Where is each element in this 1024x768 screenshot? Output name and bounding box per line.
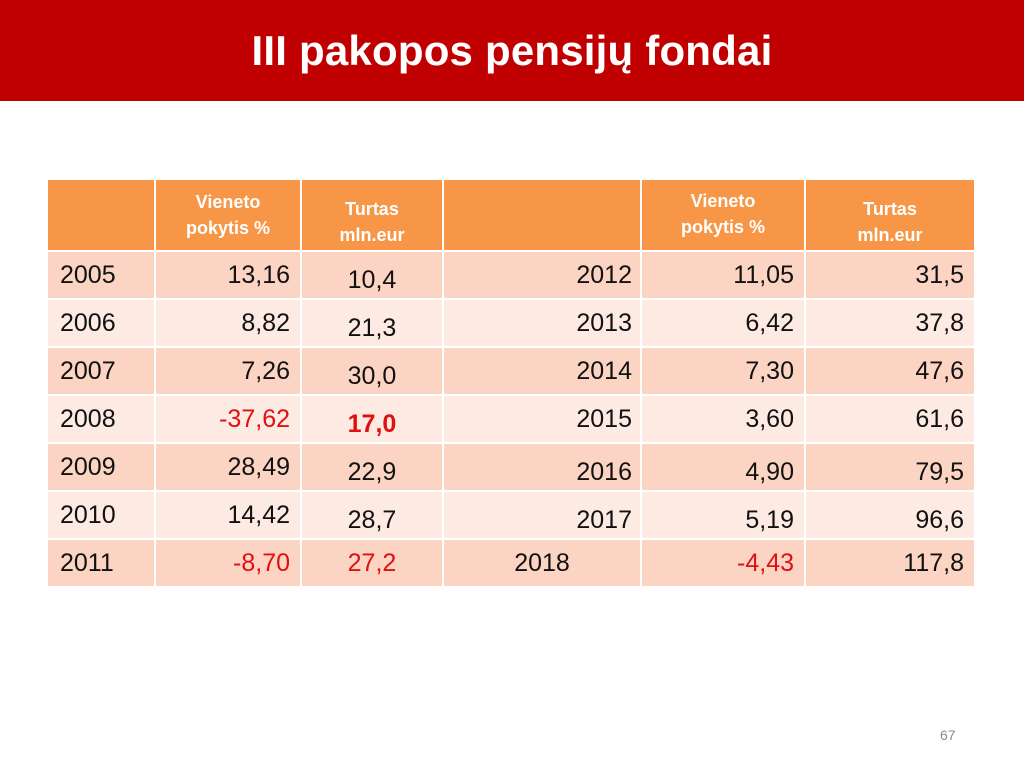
- assets-cell: 61,6: [804, 394, 976, 444]
- unit-change-cell: 8,82: [154, 298, 302, 348]
- year-cell: 2008: [46, 394, 156, 444]
- year-cell: 2016: [442, 442, 642, 492]
- year-cell: 2009: [46, 442, 156, 492]
- assets-cell: 27,2: [300, 538, 444, 588]
- pension-fund-table: Vieneto pokytis % Turtas mln.eur Vieneto…: [46, 178, 976, 588]
- assets-cell: 47,6: [804, 346, 976, 396]
- header-year-right: [442, 178, 642, 252]
- year-cell: 2018: [442, 538, 642, 588]
- unit-change-cell: 13,16: [154, 250, 302, 300]
- table-header-row: Vieneto pokytis % Turtas mln.eur Vieneto…: [46, 178, 976, 252]
- header-line: Vieneto: [690, 191, 756, 211]
- header-line: Turtas: [863, 198, 917, 219]
- title-bar: III pakopos pensijų fondai: [0, 0, 1024, 101]
- unit-change-cell: 14,42: [154, 490, 302, 540]
- unit-change-cell: 11,05: [640, 250, 806, 300]
- table-row: 2006 8,82 21,3 2013 6,42 37,8: [46, 298, 976, 348]
- year-cell: 2013: [442, 298, 642, 348]
- year-cell: 2006: [46, 298, 156, 348]
- assets-cell: 31,5: [804, 250, 976, 300]
- assets-cell: 28,7: [300, 490, 444, 540]
- table-row: 2007 7,26 30,0 2014 7,30 47,6: [46, 346, 976, 396]
- year-cell: 2012: [442, 250, 642, 300]
- unit-change-cell: 4,90: [640, 442, 806, 492]
- assets-cell: 30,0: [300, 346, 444, 396]
- unit-change-cell: 28,49: [154, 442, 302, 492]
- header-line: pokytis %: [185, 218, 271, 238]
- header-line: mln.eur: [339, 224, 405, 245]
- table-row: 2005 13,16 10,4 2012 11,05 31,5: [46, 250, 976, 300]
- unit-change-cell: 6,42: [640, 298, 806, 348]
- year-cell: 2005: [46, 250, 156, 300]
- unit-change-cell: 7,30: [640, 346, 806, 396]
- assets-cell: 17,0: [300, 394, 444, 444]
- unit-change-cell: -4,43: [640, 538, 806, 588]
- header-year-left: [46, 178, 156, 252]
- year-cell: 2010: [46, 490, 156, 540]
- table-row: 2008 -37,62 17,0 2015 3,60 61,6: [46, 394, 976, 444]
- slide-title: III pakopos pensijų fondai: [251, 26, 773, 74]
- assets-cell: 79,5: [804, 442, 976, 492]
- year-cell: 2007: [46, 346, 156, 396]
- header-unit-change-left: Vieneto pokytis %: [154, 178, 302, 252]
- assets-cell: 117,8: [804, 538, 976, 588]
- header-line: Vieneto: [195, 191, 261, 212]
- year-cell: 2017: [442, 490, 642, 540]
- header-assets-left: Turtas mln.eur: [300, 178, 444, 252]
- header-unit-change-right: Vieneto pokytis %: [640, 178, 806, 252]
- unit-change-cell: -37,62: [154, 394, 302, 444]
- year-cell: 2014: [442, 346, 642, 396]
- table-row: 2011 -8,70 27,2 2018 -4,43 117,8: [46, 538, 976, 588]
- header-line: mln.eur: [857, 224, 923, 245]
- header-line: pokytis %: [680, 217, 766, 238]
- page-number: 67: [940, 727, 956, 743]
- assets-cell: 37,8: [804, 298, 976, 348]
- assets-cell: 22,9: [300, 442, 444, 492]
- unit-change-cell: 7,26: [154, 346, 302, 396]
- unit-change-cell: 3,60: [640, 394, 806, 444]
- header-assets-right: Turtas mln.eur: [804, 178, 976, 252]
- unit-change-cell: -8,70: [154, 538, 302, 588]
- header-line: Turtas: [345, 198, 399, 219]
- unit-change-cell: 5,19: [640, 490, 806, 540]
- table-row: 2010 14,42 28,7 2017 5,19 96,6: [46, 490, 976, 540]
- year-cell: 2011: [46, 538, 156, 588]
- year-cell: 2015: [442, 394, 642, 444]
- assets-cell: 10,4: [300, 250, 444, 300]
- assets-cell: 96,6: [804, 490, 976, 540]
- table-row: 2009 28,49 22,9 2016 4,90 79,5: [46, 442, 976, 492]
- assets-cell: 21,3: [300, 298, 444, 348]
